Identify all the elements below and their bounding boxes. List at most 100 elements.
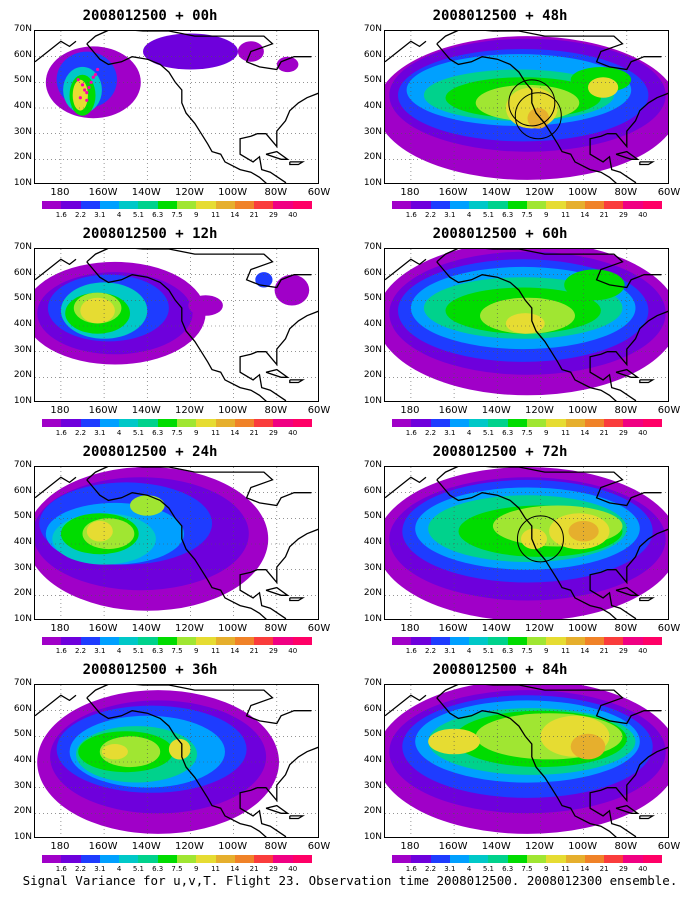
coastline <box>265 150 290 160</box>
coastline <box>35 258 77 281</box>
coastline <box>86 43 267 183</box>
colorbar-label: 11 <box>211 865 221 873</box>
lon-tick-label: 180 <box>400 187 420 198</box>
coastline <box>239 746 318 837</box>
colorbar-swatch <box>215 855 235 863</box>
lat-tick-label: 40N <box>363 101 382 111</box>
colorbar-labels: 1.6 2.2 3.1 4 5.1 6.3 7.5 9 11 14 21 29 40 <box>392 647 662 657</box>
colorbar-label: 4 <box>466 429 472 437</box>
lat-tick-label: 70N <box>363 460 382 470</box>
colorbar-label: 2.2 <box>424 429 437 437</box>
lon-tick-label: 120W <box>174 841 204 852</box>
colorbar-swatch <box>565 855 585 863</box>
colorbar-swatch <box>488 855 508 863</box>
observation-point <box>85 98 89 102</box>
lon-tick-label: 60W <box>657 623 681 634</box>
colorbar-swatch <box>254 637 274 645</box>
colorbar-labels: 1.6 2.2 3.1 4 5.1 6.3 7.5 9 11 14 21 29 40 <box>42 429 312 439</box>
colorbar-label: 29 <box>618 647 628 655</box>
colorbar-label: 40 <box>288 865 298 873</box>
colorbar-swatch <box>176 419 197 427</box>
panel-title: 2008012500 + 48h <box>432 8 568 24</box>
lat-tick-label: 70N <box>13 24 32 34</box>
colorbar-swatch <box>215 201 235 209</box>
variance-map <box>384 466 669 620</box>
colorbar-swatch <box>449 855 470 863</box>
coastline <box>265 804 290 814</box>
coastline <box>436 467 662 507</box>
lat-tick-label: 10N <box>13 614 32 624</box>
colorbar-swatch <box>99 419 120 427</box>
colorbar-label: 40 <box>288 429 298 437</box>
colorbar-label: 1.6 <box>55 429 67 437</box>
colorbar-swatch <box>215 637 235 645</box>
colorbar-swatch <box>80 855 100 863</box>
lat-tick-label: 40N <box>363 755 382 765</box>
coastline <box>86 479 267 619</box>
coastline <box>385 40 427 63</box>
colorbar-swatch <box>604 201 624 209</box>
colorbar-label: 4 <box>116 647 122 655</box>
coastline <box>86 249 312 289</box>
lon-tick-label: 100W <box>218 405 248 416</box>
coastline <box>86 31 312 71</box>
colorbar <box>42 855 312 863</box>
lat-tick-label: 30N <box>13 344 32 355</box>
coastline <box>436 261 617 401</box>
colorbar-label: 3.1 <box>94 865 106 873</box>
colorbar-label: 7.5 <box>521 647 533 655</box>
colorbar-label: 3.1 <box>444 647 456 655</box>
colorbar-swatch <box>61 419 81 427</box>
variance-contour-fill <box>168 738 191 760</box>
lon-tick-label: 80W <box>264 405 288 416</box>
colorbar-swatch <box>623 419 643 427</box>
colorbar-label: 6.3 <box>502 865 514 873</box>
lon-tick-label: 120W <box>524 405 554 416</box>
colorbar-label: 6.3 <box>152 211 164 219</box>
lon-tick-label: 180 <box>400 841 420 852</box>
lat-tick-label: 10N <box>363 396 382 406</box>
colorbar-label: 29 <box>268 211 278 219</box>
colorbar-swatch <box>42 419 62 427</box>
colorbar-label: 6.3 <box>152 865 164 873</box>
colorbar-swatch <box>392 637 412 645</box>
colorbar-swatch <box>507 419 527 427</box>
colorbar-swatch <box>430 201 450 209</box>
colorbar-label: 9 <box>544 865 549 873</box>
colorbar-swatch <box>292 637 312 645</box>
colorbar <box>392 855 662 863</box>
lat-tick-label: 30N <box>363 562 382 573</box>
colorbar-swatch <box>469 419 489 427</box>
colorbar-label: 11 <box>561 647 571 655</box>
coastline <box>289 161 306 166</box>
colorbar-swatch <box>546 637 566 645</box>
lat-tick-label: 40N <box>13 537 32 547</box>
colorbar-swatch <box>507 201 527 209</box>
colorbar-label: 4 <box>466 865 472 873</box>
lon-tick-label: 80W <box>614 623 638 634</box>
colorbar <box>42 201 312 209</box>
lat-tick-label: 30N <box>13 780 32 791</box>
lat-tick-label: 30N <box>13 126 32 137</box>
colorbar-swatch <box>292 201 312 209</box>
lat-tick-label: 60N <box>13 267 32 278</box>
colorbar-swatch <box>234 637 255 645</box>
lon-tick-label: 160W <box>88 187 118 198</box>
coastline <box>385 476 427 499</box>
coastline <box>86 685 312 725</box>
colorbar-swatch <box>565 637 585 645</box>
colorbar-label: 5.1 <box>482 647 494 655</box>
colorbar-label: 4 <box>116 211 122 219</box>
coastline <box>86 697 267 837</box>
coastline <box>35 40 77 63</box>
coastline <box>265 586 290 596</box>
lon-tick-label: 140W <box>131 405 161 416</box>
coastline <box>289 815 306 820</box>
observation-point <box>93 73 98 77</box>
variance-map <box>384 248 669 402</box>
colorbar-label: 3.1 <box>94 647 106 655</box>
panel-title: 2008012500 + 24h <box>82 444 218 460</box>
coastline <box>436 249 662 289</box>
coastline <box>289 379 306 384</box>
colorbar-swatch <box>392 855 412 863</box>
